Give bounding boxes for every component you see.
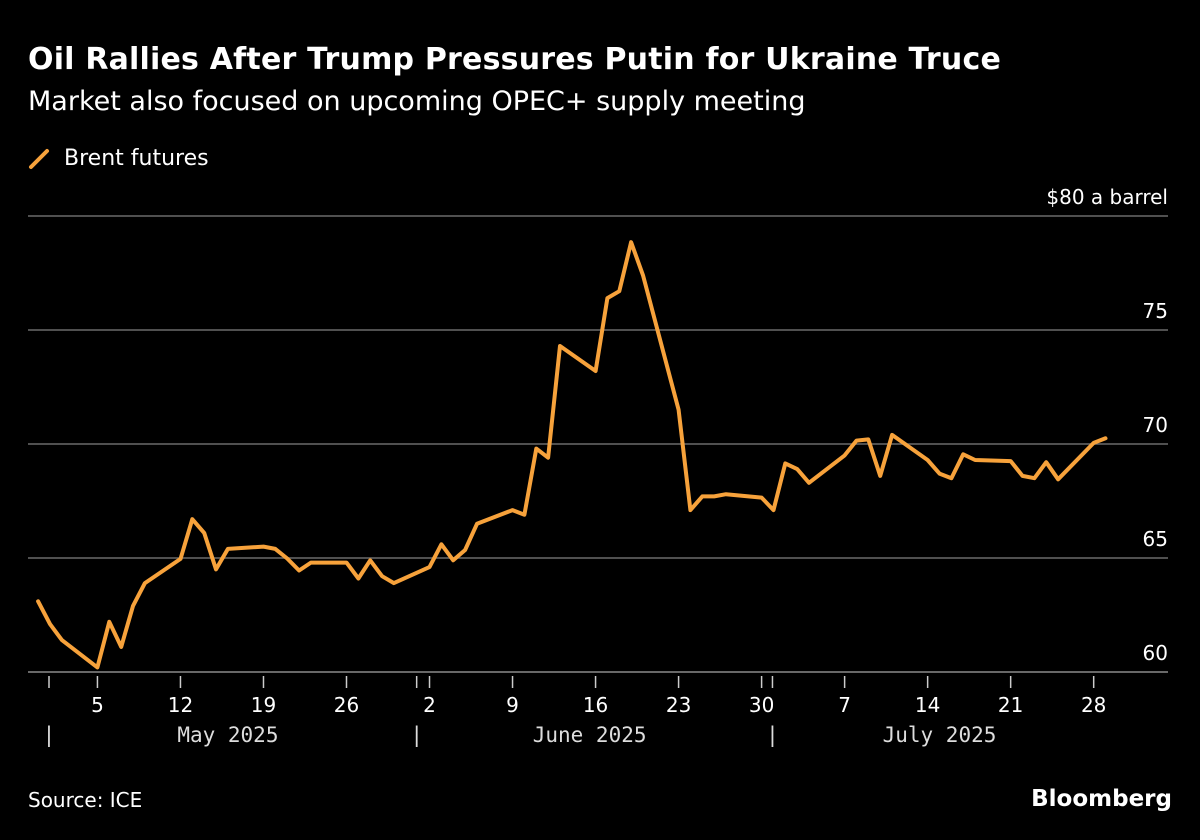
x-tick-label: 23	[666, 693, 691, 717]
month-separator: |	[410, 723, 423, 748]
x-tick-label: 30	[749, 693, 774, 717]
x-tick-label: 26	[334, 693, 359, 717]
source-note: Source: ICE	[28, 788, 143, 812]
y-tick-label: 65	[1143, 527, 1168, 551]
x-tick-label: 14	[915, 693, 940, 717]
series-line-brent-futures	[36, 240, 1108, 670]
y-tick-label: 75	[1143, 299, 1168, 323]
month-label: May 2025	[177, 723, 278, 747]
y-tick-label: $80 a barrel	[1046, 185, 1168, 209]
month-separator: |	[43, 723, 56, 748]
y-tick-label: 60	[1143, 641, 1168, 665]
month-separator: |	[766, 723, 779, 748]
legend-label: Brent futures	[64, 146, 209, 171]
x-tick-label: 19	[251, 693, 276, 717]
x-tick-label: 21	[998, 693, 1023, 717]
bloomberg-logo: Bloomberg	[1031, 786, 1172, 812]
x-tick-label: 9	[506, 693, 519, 717]
x-tick-label: 7	[838, 693, 851, 717]
x-tick-label: 16	[583, 693, 608, 717]
month-label: June 2025	[533, 723, 647, 747]
x-tick-label: 28	[1081, 693, 1106, 717]
x-tick-label: 12	[168, 693, 193, 717]
month-label: July 2025	[883, 723, 997, 747]
y-tick-label: 70	[1143, 413, 1168, 437]
chart-title: Oil Rallies After Trump Pressures Putin …	[28, 42, 1001, 77]
x-tick-label: 5	[91, 693, 104, 717]
x-tick-label: 2	[423, 693, 436, 717]
legend: Brent futures	[28, 146, 209, 171]
chart-subtitle: Market also focused on upcoming OPEC+ su…	[28, 86, 806, 117]
legend-line-icon	[29, 148, 49, 169]
